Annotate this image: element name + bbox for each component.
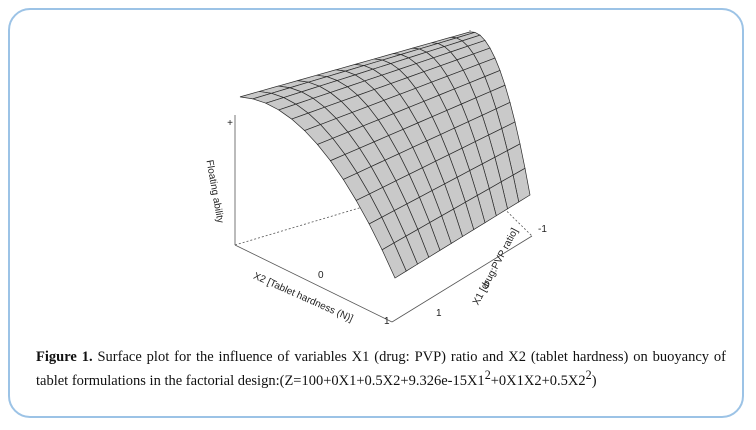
caption-sup: 2 xyxy=(585,368,592,382)
x2-tick: 1 xyxy=(384,316,390,327)
surface-patch xyxy=(381,242,407,279)
caption-text: +0X1X2+0.5X2 xyxy=(490,372,586,389)
x1-tick: 0 xyxy=(484,280,490,291)
caption-label: Figure 1. xyxy=(36,349,93,365)
caption-sup: 2 xyxy=(484,368,491,382)
z-tick: + xyxy=(227,118,233,129)
x1-label: X1 [drug:PVP ratio] xyxy=(471,226,521,307)
surface-plot: + Floating ability X2 [Tablet hardness (… xyxy=(203,30,547,327)
x2-axis xyxy=(234,244,393,323)
surface-mesh xyxy=(239,31,531,279)
figure-caption: Figure 1. Surface plot for the influence… xyxy=(36,348,726,390)
floor-edge xyxy=(469,174,533,237)
figure-frame xyxy=(8,8,744,418)
x2-label: X2 [Tablet hardness (N)] xyxy=(252,271,355,325)
x1-tick: 1 xyxy=(436,308,442,319)
x1-axis xyxy=(391,235,533,323)
x1-tick: -1 xyxy=(538,224,547,235)
z-label: Floating ability xyxy=(203,159,225,224)
caption-text: Surface plot for the influence of variab… xyxy=(36,349,726,389)
caption-text: ) xyxy=(591,372,597,389)
x2-tick: 0 xyxy=(318,270,324,281)
